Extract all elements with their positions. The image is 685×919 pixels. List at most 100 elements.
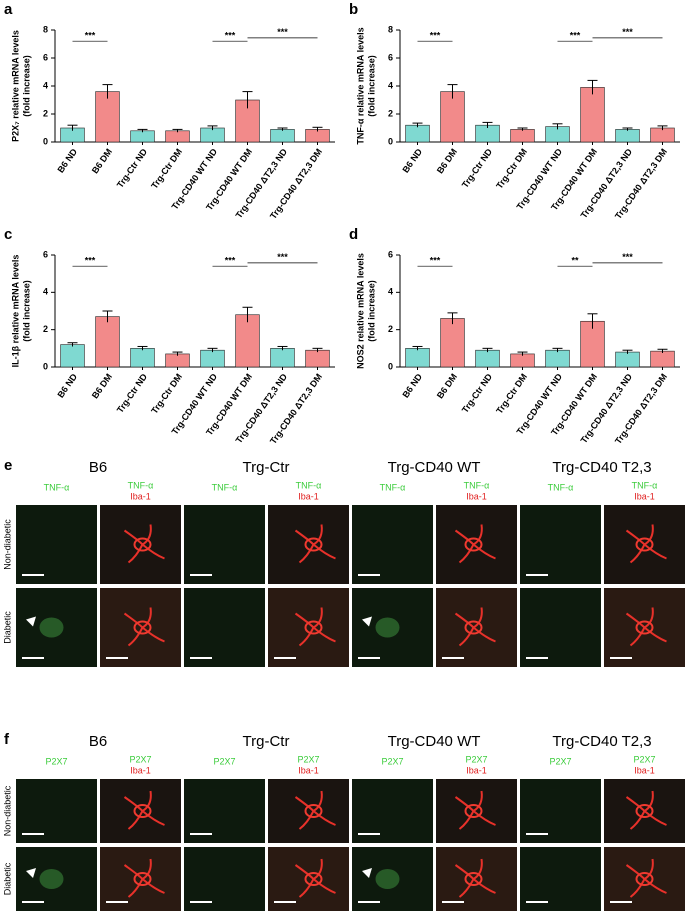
y-axis-label: TNF-α relative mRNA levels [355,27,365,144]
row-label: Non-diabetic [2,519,12,570]
cell [123,858,165,898]
micrograph [352,779,433,843]
channel-label: TNF-α [44,482,70,492]
significance-label: *** [570,31,581,41]
row-label: Diabetic [2,611,12,644]
panel-letter: c [4,226,12,243]
bar [95,91,120,143]
panel-letter: d [349,226,358,243]
cell-body [635,537,654,552]
arrowhead [362,616,372,627]
micrograph [16,505,97,584]
micrograph [268,847,349,911]
significance-label: *** [430,31,441,41]
cell-body [635,872,654,886]
bar [305,349,330,368]
channel-label: TNF-α [548,482,574,492]
cell-body [304,620,323,635]
x-tick-label: B6 ND [55,146,79,174]
x-tick-label: Trg-Ctr ND [460,371,495,414]
y-tick-label: 4 [388,287,393,297]
micrograph [268,588,349,667]
cell-body [635,620,654,635]
x-tick-label: B6 ND [55,371,79,399]
cell [294,524,336,564]
bar [270,348,295,368]
cell [625,607,667,647]
cell [625,858,667,898]
y-tick-label: 2 [43,108,48,118]
channel-label: Iba-1 [298,491,319,501]
y-axis-label: (fold increase) [21,280,31,342]
cell [625,524,667,564]
micrograph [520,779,601,843]
x-tick-label: B6 DM [90,147,114,176]
bar [580,87,605,143]
x-tick-label: B6 ND [400,146,424,174]
significance-label: *** [225,31,236,41]
y-tick-label: 8 [43,24,48,34]
panel-letter: f [4,731,10,748]
bar [510,129,535,143]
y-axis-label: NOS2 relative mRNA levels [355,253,365,369]
channel-label: TNF-α [296,480,322,490]
micrograph [268,505,349,584]
channel-label: TNF-α [380,482,406,492]
micrograph [16,779,97,843]
cell-signal [375,617,400,638]
cell [454,858,496,898]
significance-label: *** [277,27,288,37]
row-label: Non-diabetic [2,785,12,836]
channel-label: P2X7 [297,754,319,764]
x-tick-label: Trg-Ctr DM [494,372,529,416]
bar [165,130,190,143]
bar [475,349,500,368]
channel-label: Iba-1 [634,765,655,775]
cell-signal [39,869,64,889]
bar [650,350,675,368]
arrowhead [26,868,36,878]
arrowhead [26,616,36,627]
significance-label: *** [622,27,633,37]
bar [615,351,640,368]
group-title: Trg-Ctr [243,733,290,750]
cell [123,607,165,647]
y-tick-label: 0 [43,361,48,371]
cell [625,790,667,830]
panel-letter: a [4,1,13,18]
cell [454,524,496,564]
y-tick-label: 0 [388,361,393,371]
micrograph [352,505,433,584]
cell [123,524,165,564]
cell-signal [375,869,400,889]
row-label: Diabetic [2,862,12,895]
panel-letter: b [349,1,358,18]
micrograph [184,505,265,584]
group-title: B6 [89,459,107,476]
y-tick-label: 0 [388,136,393,146]
bar [95,316,120,368]
significance-label: *** [277,252,288,262]
significance-label: *** [85,256,96,266]
cell-body [304,804,323,818]
bar [165,353,190,368]
bar [270,129,295,143]
y-tick-label: 2 [43,324,48,334]
bar [545,349,570,368]
x-tick-label: Trg-Ctr DM [149,372,184,416]
cell-body [635,804,654,818]
significance-label: *** [430,256,441,266]
channel-label: P2X7 [633,754,655,764]
group-title: Trg-CD40 T2,3 [552,733,651,750]
micrograph [100,847,181,911]
y-tick-label: 0 [43,136,48,146]
cell [294,790,336,830]
channel-label: TNF-α [632,480,658,490]
cell-body [464,620,483,635]
group-title: B6 [89,733,107,750]
significance-label: ** [571,256,579,266]
x-tick-label: Trg-Ctr ND [115,371,150,414]
bar [440,318,465,368]
bar [405,124,430,143]
cell [123,790,165,830]
